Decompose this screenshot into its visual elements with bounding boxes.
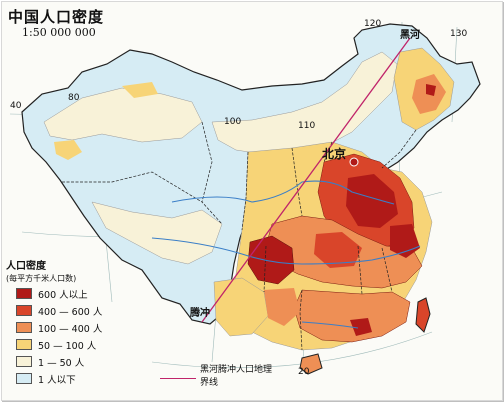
region-south-dense xyxy=(293,289,411,343)
china-population-density-map: 北京 黑河 腾冲 120 130 110 100 80 40 20 xyxy=(9,19,481,377)
legend-swatch xyxy=(16,288,32,299)
legend-item: 1 — 50 人 xyxy=(6,354,151,369)
place-heihe: 黑河 xyxy=(400,29,420,41)
lat-label-40: 40 xyxy=(10,101,22,111)
boundary-line-legend: 黑河腾冲人口地理界线 xyxy=(160,364,290,394)
region-kashgar-oasis xyxy=(54,140,82,160)
region-tibet-sparse xyxy=(91,201,223,265)
place-beijing: 北京 xyxy=(322,146,346,161)
legend-item: 1 人以下 xyxy=(6,371,151,386)
legend-item: 50 — 100 人 xyxy=(6,337,151,352)
legend-label: 100 — 400 人 xyxy=(38,323,103,335)
province-boundaries xyxy=(62,121,417,351)
boundary-line-label: 黑河腾冲人口地理界线 xyxy=(200,365,273,388)
legend-label: 1 人以下 xyxy=(38,374,76,386)
region-sichuan-basin xyxy=(247,235,295,285)
region-pearl-delta xyxy=(350,318,372,336)
legend-swatch xyxy=(16,356,32,367)
lon-label-100: 100 xyxy=(224,117,241,127)
region-yunnan xyxy=(213,277,269,337)
place-tengchong: 腾冲 xyxy=(189,306,210,319)
legend-title: 人口密度 xyxy=(6,261,46,272)
lon-label-130: 130 xyxy=(450,29,467,39)
map-scale: 1:50 000 000 xyxy=(22,26,96,39)
region-harbin xyxy=(426,84,436,96)
rivers xyxy=(151,180,421,329)
region-guizhou xyxy=(264,288,300,326)
lat-label-20: 20 xyxy=(298,367,310,377)
region-xinjiang-sparse xyxy=(43,87,203,143)
legend-label: 400 — 600 人 xyxy=(38,306,103,318)
hu-huanyong-line xyxy=(201,37,411,323)
legend-item: 400 — 600 人 xyxy=(6,303,151,318)
legend: 人口密度 (每平方千米人口数) 600 人以上 400 — 600 人 100 … xyxy=(6,257,151,386)
beijing-marker xyxy=(349,157,359,167)
legend-label: 50 — 100 人 xyxy=(38,340,97,352)
legend-label: 600 人以上 xyxy=(38,289,88,301)
lon-label-110: 110 xyxy=(298,121,315,131)
legend-item: 100 — 400 人 xyxy=(6,320,151,335)
legend-swatch xyxy=(16,373,32,384)
legend-item: 600 人以上 xyxy=(6,286,151,301)
boundary-line-swatch xyxy=(160,378,196,379)
region-shandong-core xyxy=(346,174,398,228)
lon-label-120: 120 xyxy=(364,19,381,29)
region-urumqi-oasis xyxy=(122,82,158,98)
region-hubei-dense xyxy=(314,232,362,268)
legend-swatch xyxy=(16,339,32,350)
legend-swatch xyxy=(16,322,32,333)
lon-label-80: 80 xyxy=(68,93,80,103)
map-title: 中国人口密度 xyxy=(8,8,105,26)
island-taiwan xyxy=(415,297,431,333)
legend-label: 1 — 50 人 xyxy=(38,357,85,369)
legend-swatch xyxy=(16,305,32,316)
island-hainan xyxy=(299,353,323,375)
legend-unit: (每平方千米人口数) xyxy=(6,274,77,283)
